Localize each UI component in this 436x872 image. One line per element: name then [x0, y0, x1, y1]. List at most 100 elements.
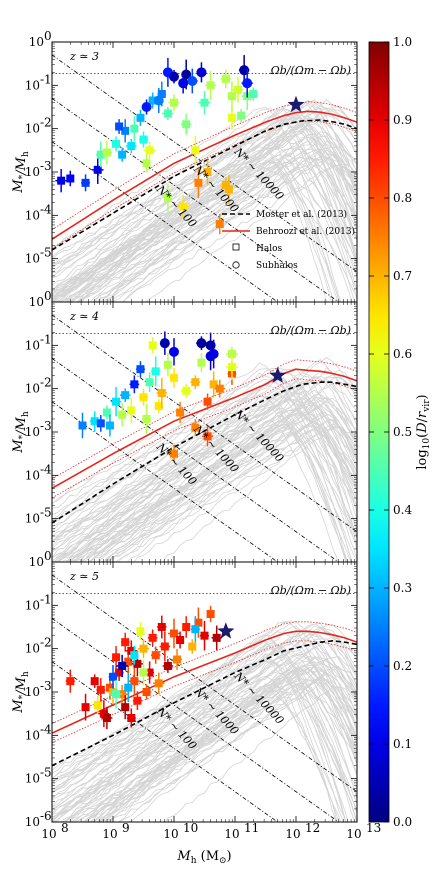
y-tick-exponent: -6 — [40, 809, 52, 823]
y-tick-label: 10 — [29, 555, 44, 569]
halo-point — [112, 690, 121, 699]
background-track — [52, 161, 333, 302]
halo-point — [203, 397, 212, 406]
x-tick-label: 10 — [285, 827, 300, 841]
background-track — [52, 376, 357, 542]
halo-point — [130, 677, 139, 686]
behroozi-relation-line — [52, 110, 357, 240]
halo-point — [151, 651, 160, 660]
halo-point — [157, 623, 166, 631]
halo-point — [170, 629, 178, 638]
panel-redshift-label: z ≃ 5 — [69, 570, 99, 583]
halo-point — [133, 696, 142, 705]
baryon-fraction-label: Ωb/(Ωm − Ωb) — [270, 64, 351, 77]
halo-point — [105, 683, 114, 692]
halo-point — [148, 341, 157, 350]
x-axis-label: Mh (M⊙) — [176, 849, 231, 866]
halo-point — [227, 113, 236, 122]
halo-point — [136, 627, 145, 636]
background-track — [96, 141, 357, 302]
data-points — [78, 331, 238, 463]
halo-point — [102, 714, 111, 722]
halo-point — [206, 81, 215, 90]
halo-point — [176, 636, 185, 644]
halo-point — [121, 703, 130, 712]
x-tick-label: 10 — [224, 827, 239, 841]
halo-point — [81, 703, 90, 712]
baryon-fraction-label: Ωb/(Ωm − Ωb) — [270, 584, 351, 597]
y-tick-exponent: -4 — [40, 462, 52, 476]
background-track — [52, 671, 357, 822]
y-tick-exponent: -1 — [40, 592, 52, 606]
behroozi-relation-line — [52, 368, 357, 490]
background-track — [121, 157, 357, 302]
halo-point — [127, 142, 136, 150]
background-track — [102, 393, 357, 562]
halo-point — [148, 96, 157, 105]
halo-point — [157, 389, 166, 397]
baryon-fraction-label: Ωb/(Ωm − Ωb) — [270, 324, 351, 337]
subhalo-point — [153, 95, 164, 106]
y-tick-exponent: -1 — [40, 72, 52, 86]
background-track — [124, 677, 357, 822]
halo-point — [170, 98, 178, 107]
background-track — [82, 666, 357, 822]
halo-point — [157, 90, 166, 98]
y-tick-exponent: -5 — [40, 766, 52, 780]
background-track — [75, 656, 357, 822]
background-track — [52, 406, 357, 562]
halo-point — [112, 653, 121, 662]
halo-point — [139, 644, 148, 653]
halo-point — [227, 92, 236, 101]
legend-label-behroozi: Behroozi et al. (2013) — [256, 226, 355, 237]
behroozi-envelope-upper — [52, 621, 357, 724]
halo-point — [96, 685, 105, 694]
halo-point — [130, 651, 139, 660]
halo-point — [221, 74, 230, 83]
background-track — [52, 676, 357, 812]
background-track — [52, 661, 344, 822]
background-track — [121, 164, 357, 302]
y-tick-label: 10 — [25, 685, 40, 699]
y-axis-label: M*/Mh — [11, 151, 31, 194]
background-track — [52, 367, 357, 529]
legend-label-halos: Halos — [256, 244, 283, 254]
halo-point — [136, 113, 145, 122]
background-track — [86, 685, 347, 822]
halo-point — [78, 421, 87, 430]
background-track — [52, 660, 357, 811]
background-track — [54, 401, 357, 562]
y-tick-exponent: -4 — [40, 202, 52, 216]
halo-point — [142, 415, 151, 423]
halo-point — [203, 168, 212, 176]
halo-point — [136, 365, 145, 374]
background-track — [82, 412, 357, 562]
background-track — [70, 162, 357, 302]
panel-redshift-label: z ≃ 3 — [69, 50, 99, 63]
background-track — [161, 426, 357, 562]
halo-point — [145, 146, 154, 155]
halo-point — [170, 449, 178, 458]
background-track — [52, 372, 357, 524]
halo-point — [173, 655, 182, 664]
y-tick-label: 10 — [29, 295, 44, 309]
halo-point — [200, 98, 209, 107]
y-tick-label: 10 — [29, 35, 44, 49]
halo-point — [194, 178, 203, 187]
y-tick-label: 10 — [25, 598, 40, 612]
background-track — [64, 422, 357, 562]
y-tick-label: 10 — [25, 78, 40, 92]
background-track — [118, 667, 357, 822]
legend: Moster et al. (2013) Behroozi et al. (201… — [222, 209, 355, 271]
background-track — [52, 625, 357, 810]
colorbar-tick-label: 0.9 — [393, 113, 412, 127]
y-tick-exponent: -2 — [40, 116, 52, 130]
background-track — [67, 638, 357, 822]
halo-point — [121, 391, 130, 400]
halo-point — [96, 419, 105, 428]
behroozi-envelope-lower — [52, 640, 357, 744]
colorbar-tick-label: 0.0 — [393, 815, 412, 829]
halo-point — [212, 633, 221, 642]
halo-point — [237, 111, 246, 120]
